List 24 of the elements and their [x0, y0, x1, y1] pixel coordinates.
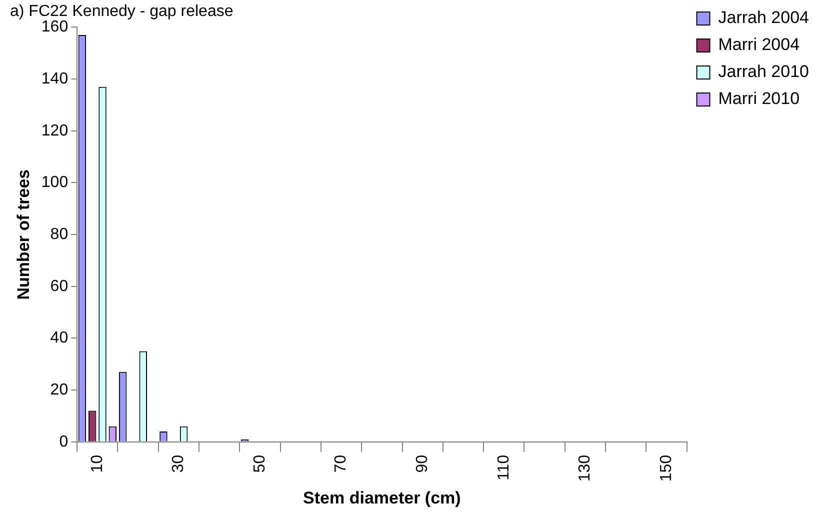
x-tick-label: 70: [332, 454, 350, 473]
x-tick-label: 150: [658, 454, 675, 482]
y-tick-label: 100: [41, 174, 68, 192]
x-tick-label: 110: [495, 454, 512, 480]
y-tick-label: 40: [50, 330, 68, 347]
y-tick-label: 60: [50, 278, 68, 295]
chart-title: a) FC22 Kennedy - gap release: [10, 3, 234, 20]
x-tick-label: 130: [576, 454, 594, 482]
y-tick-label: 0: [59, 433, 68, 450]
x-tick-label: 10: [88, 454, 106, 473]
y-tick-label: 20: [50, 381, 68, 398]
legend-label: Marri 2010: [718, 89, 800, 108]
x-axis-title: Stem diameter (cm): [303, 488, 461, 508]
x-tick-label: 90: [414, 454, 431, 473]
x-tick-label: 30: [170, 454, 188, 473]
y-tick-label: 120: [41, 122, 68, 140]
y-tick-label: 160: [41, 18, 68, 36]
x-tick-label: 50: [251, 454, 268, 473]
y-axis-title: Number of trees: [14, 169, 33, 300]
legend-label: Jarrah 2004: [718, 8, 810, 28]
legend-label: Marri 2004: [718, 35, 800, 54]
y-tick-label: 140: [41, 70, 68, 88]
y-tick-label: 80: [50, 226, 68, 243]
legend-label: Jarrah 2010: [718, 62, 810, 82]
